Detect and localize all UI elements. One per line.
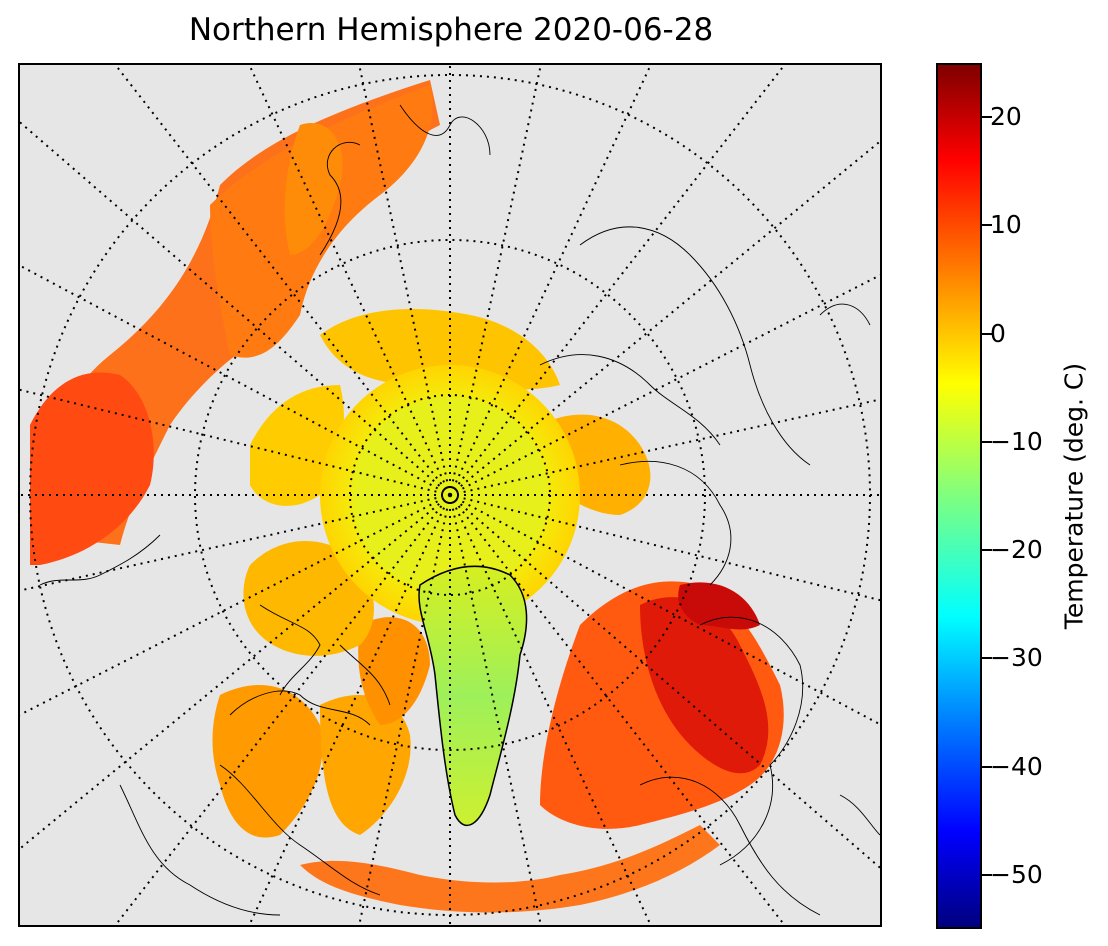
colorbar-tick-label: −40 bbox=[990, 751, 1043, 781]
map-title: Northern Hemisphere 2020-06-28 bbox=[188, 12, 714, 48]
colorbar-tick bbox=[982, 440, 992, 443]
band-baffin-ellesmere bbox=[243, 541, 374, 656]
band-beaufort bbox=[250, 385, 344, 506]
graticule bbox=[20, 65, 880, 925]
colorbar-tick-label: 0 bbox=[990, 318, 1006, 348]
colorbar-tick-label: 20 bbox=[990, 102, 1022, 132]
temperature-field bbox=[30, 80, 784, 913]
band-alaska-west bbox=[30, 372, 154, 565]
colorbar-tick bbox=[982, 549, 992, 552]
colorbar-tick bbox=[982, 873, 992, 876]
band-labrador bbox=[358, 617, 430, 725]
colorbar-tick bbox=[982, 224, 992, 227]
band-kamchatka bbox=[284, 123, 343, 255]
colorbar-tick-label: −20 bbox=[990, 535, 1043, 565]
colorbar-tick-label: −50 bbox=[990, 859, 1043, 889]
band-canada-west bbox=[212, 685, 323, 838]
colorbar-tick bbox=[982, 332, 992, 335]
colorbar-label: Temperature (deg. C) bbox=[1059, 362, 1089, 630]
map-panel bbox=[18, 63, 882, 927]
colorbar-tick-label: −30 bbox=[990, 643, 1043, 673]
polar-map bbox=[20, 65, 880, 925]
band-hudson bbox=[320, 695, 411, 835]
colorbar-tick bbox=[982, 765, 992, 768]
band-siberia-north bbox=[320, 309, 560, 390]
band-atlantic-south bbox=[300, 825, 720, 913]
colorbar-tick bbox=[982, 657, 992, 660]
colorbar-tick-label: 10 bbox=[990, 210, 1022, 240]
colorbar bbox=[936, 63, 982, 929]
colorbar-tick-label: −10 bbox=[990, 426, 1043, 456]
band-scandinavia bbox=[640, 597, 769, 774]
colorbar-tick bbox=[982, 116, 992, 119]
